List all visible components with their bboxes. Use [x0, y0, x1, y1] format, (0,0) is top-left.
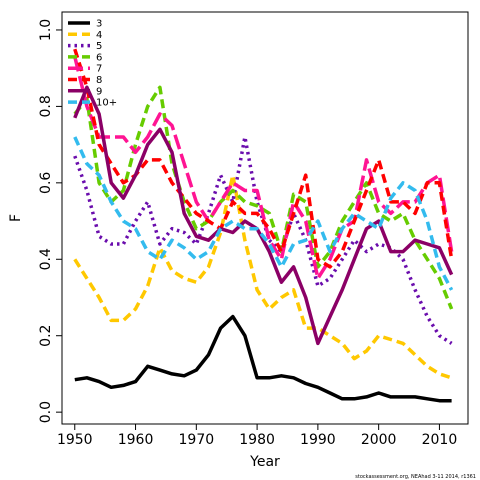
x-tick-label: 1990 — [300, 432, 336, 448]
y-tick-label: 0.8 — [38, 95, 54, 117]
legend-label: 10+ — [96, 98, 117, 109]
x-tick-label: 1970 — [179, 432, 215, 448]
y-tick-label: 0.2 — [38, 325, 54, 347]
footnote: stockassessment.org, NEAhad 3-11 2014, r… — [355, 474, 476, 480]
legend-label: 9 — [96, 86, 102, 97]
x-tick-label: 2010 — [422, 432, 458, 448]
series-line — [74, 314, 452, 403]
y-tick-label: 0.6 — [38, 172, 54, 194]
legend-label: 7 — [96, 64, 102, 75]
x-tick-label: 2000 — [361, 432, 397, 448]
y-axis-label: F — [8, 214, 24, 222]
series-line — [73, 56, 454, 281]
x-tick-label: 1960 — [118, 432, 154, 448]
x-tick-label: 1980 — [239, 432, 275, 448]
series-line — [73, 173, 453, 380]
y-tick-label: 1.0 — [38, 19, 54, 41]
x-tick-label: 1950 — [57, 432, 93, 448]
x-axis-label: Year — [249, 454, 280, 470]
plot-frame — [61, 11, 469, 425]
legend-label: 3 — [96, 19, 102, 30]
y-tick-label: 0.4 — [38, 248, 54, 270]
series-line — [73, 85, 454, 310]
series-line — [73, 136, 454, 291]
y-tick-label: 0.0 — [38, 401, 54, 423]
legend-label: 6 — [96, 52, 102, 63]
legend-label: 8 — [96, 75, 102, 86]
legend-label: 4 — [96, 30, 102, 41]
legend-label: 5 — [96, 41, 102, 52]
series-line — [73, 85, 454, 346]
